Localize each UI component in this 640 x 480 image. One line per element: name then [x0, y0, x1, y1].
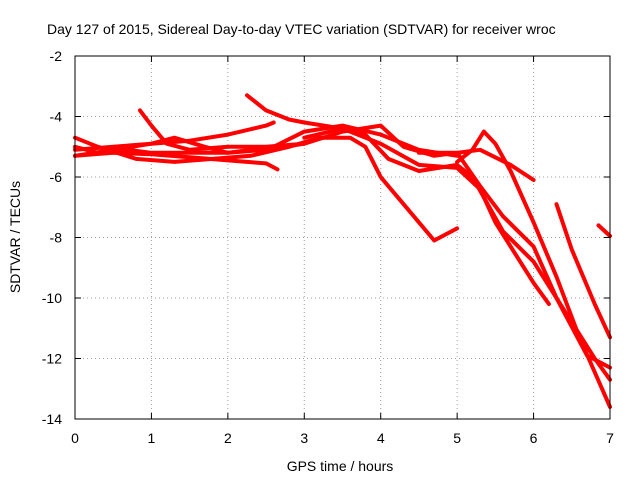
y-tick-label: -4: [50, 109, 63, 125]
x-tick-label: 0: [71, 430, 79, 446]
axis-ticks: [74, 55, 611, 420]
x-tick-label: 1: [148, 430, 156, 446]
x-tick-label: 6: [530, 430, 538, 446]
y-tick-labels: -14 -12 -10 -8 -6 -4 -2: [42, 48, 62, 427]
y-tick-label: -12: [42, 351, 62, 367]
grid: [75, 56, 610, 419]
x-tick-label: 4: [377, 430, 385, 446]
series-s12: [596, 223, 612, 238]
series-s4: [73, 123, 460, 158]
x-axis-title: GPS time / hours: [287, 458, 394, 474]
y-tick-label: -2: [50, 48, 63, 64]
x-tick-label: 5: [453, 430, 461, 446]
x-tick-label: 2: [224, 430, 232, 446]
y-tick-label: -8: [50, 230, 63, 246]
chart-title: Day 127 of 2015, Sidereal Day-to-day VTE…: [47, 21, 556, 37]
x-tick-label: 7: [606, 430, 614, 446]
y-tick-label: -10: [42, 290, 62, 306]
x-tick-labels: 0 1 2 3 4 5 6 7: [71, 430, 614, 446]
series-s11: [554, 202, 612, 340]
y-tick-label: -14: [42, 411, 62, 427]
y-tick-label: -6: [50, 169, 63, 185]
series-s10: [416, 150, 612, 370]
series-s7: [245, 93, 551, 306]
series-s9: [455, 129, 612, 409]
y-axis-title: SDTVAR / TECUs: [7, 181, 23, 293]
x-tick-label: 3: [300, 430, 308, 446]
data-series: [73, 93, 612, 409]
